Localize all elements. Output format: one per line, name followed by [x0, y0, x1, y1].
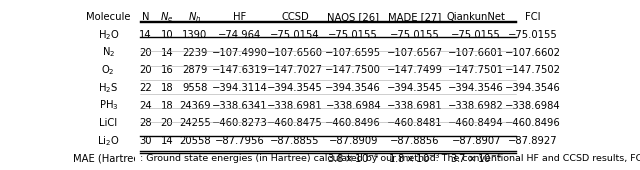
Text: : Ground state energies (in Hartree) calculated by our method. The conventional : : Ground state energies (in Hartree) cal…	[140, 154, 640, 163]
